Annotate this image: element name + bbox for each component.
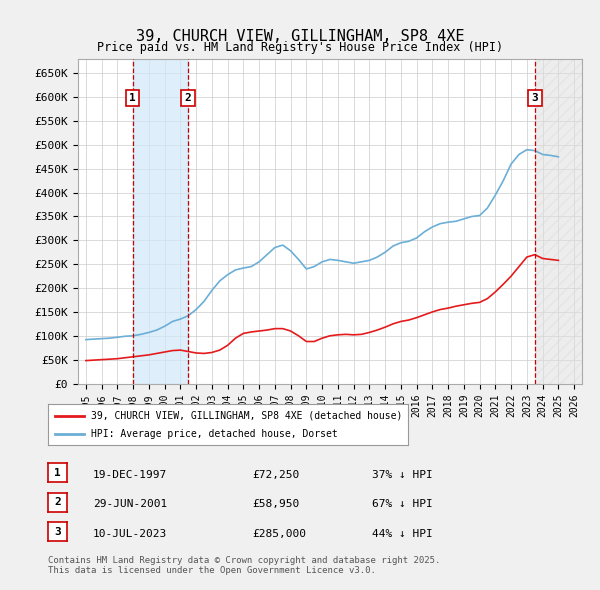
Text: 67% ↓ HPI: 67% ↓ HPI [372,500,433,509]
Bar [133,59,188,384]
Text: £285,000: £285,000 [252,529,306,539]
Text: 37% ↓ HPI: 37% ↓ HPI [372,470,433,480]
Text: £72,250: £72,250 [252,470,299,480]
Text: 10-JUL-2023: 10-JUL-2023 [93,529,167,539]
Text: 39, CHURCH VIEW, GILLINGHAM, SP8 4XE (detached house): 39, CHURCH VIEW, GILLINGHAM, SP8 4XE (de… [91,411,403,421]
Text: Contains HM Land Registry data © Crown copyright and database right 2025.
This d: Contains HM Land Registry data © Crown c… [48,556,440,575]
Text: 44% ↓ HPI: 44% ↓ HPI [372,529,433,539]
Text: HPI: Average price, detached house, Dorset: HPI: Average price, detached house, Dors… [91,429,338,439]
Text: 3: 3 [532,93,538,103]
Text: 3: 3 [54,527,61,536]
Text: 1: 1 [54,468,61,477]
Text: 2: 2 [54,497,61,507]
Text: 29-JUN-2001: 29-JUN-2001 [93,500,167,509]
Text: Price paid vs. HM Land Registry's House Price Index (HPI): Price paid vs. HM Land Registry's House … [97,41,503,54]
Text: 2: 2 [185,93,191,103]
Text: 19-DEC-1997: 19-DEC-1997 [93,470,167,480]
Text: 1: 1 [129,93,136,103]
Bar [535,59,582,384]
Text: 39, CHURCH VIEW, GILLINGHAM, SP8 4XE: 39, CHURCH VIEW, GILLINGHAM, SP8 4XE [136,30,464,44]
Text: £58,950: £58,950 [252,500,299,509]
